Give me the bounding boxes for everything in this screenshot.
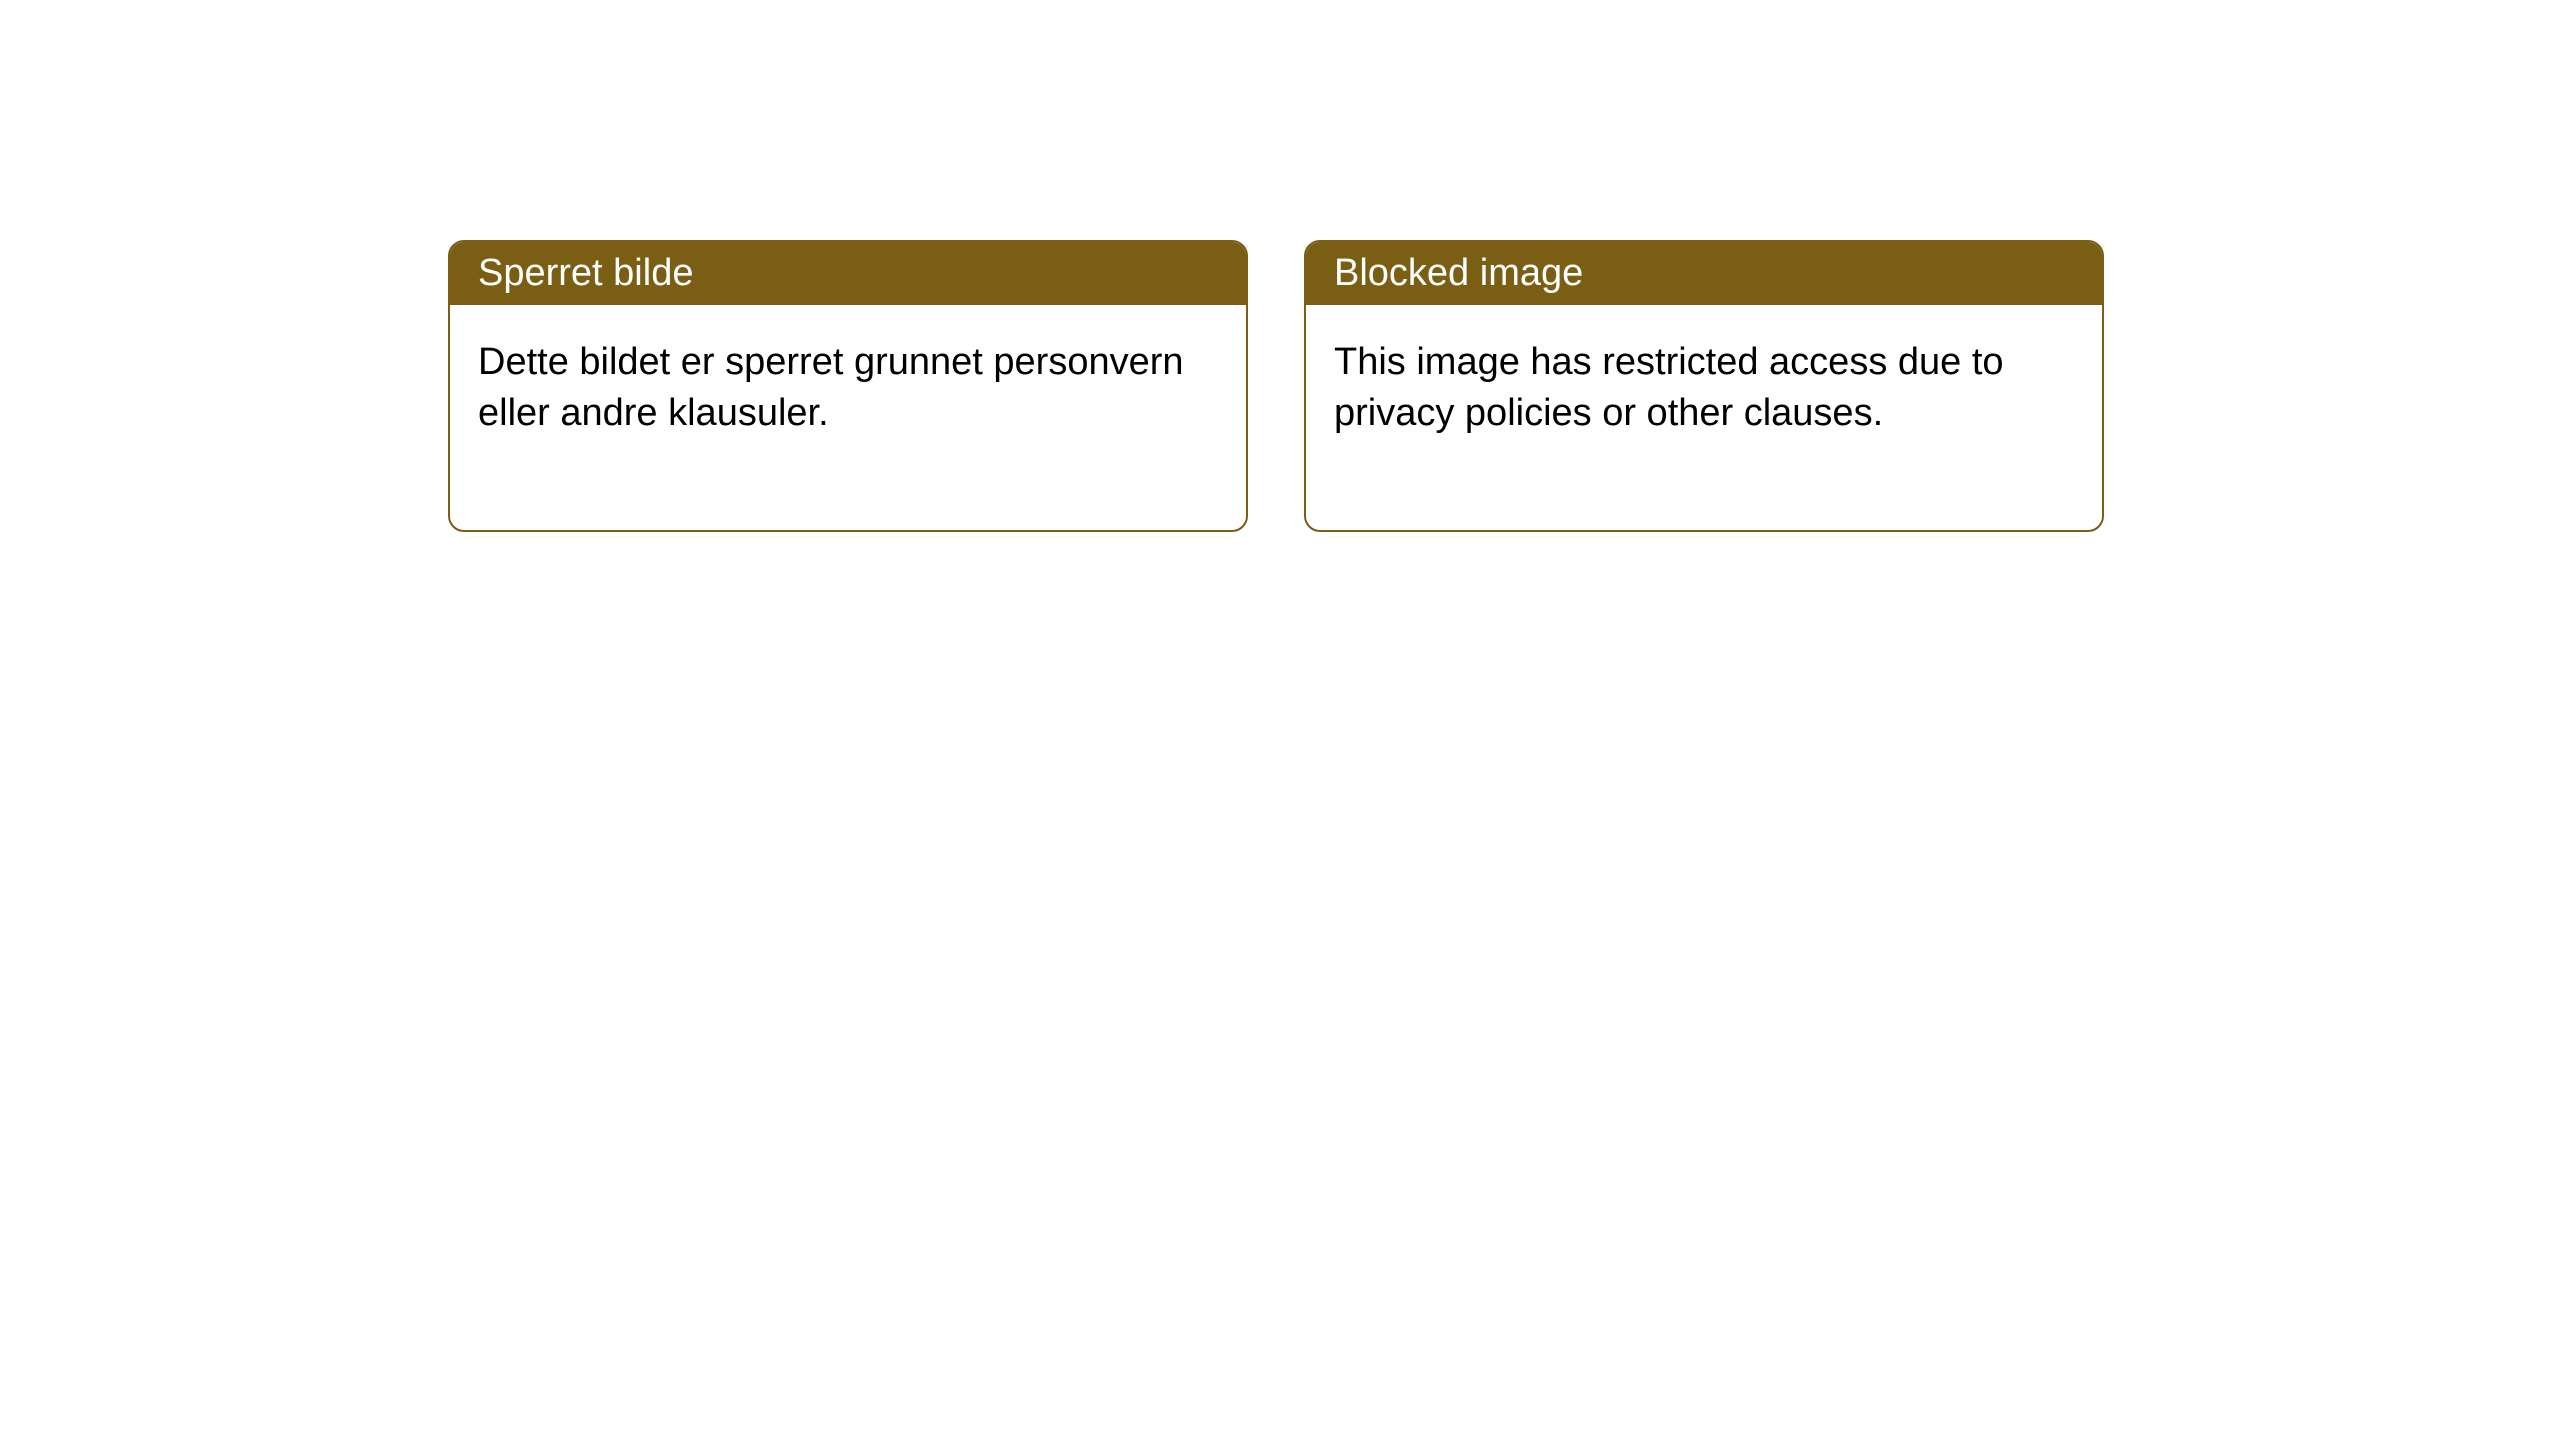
notice-title: Blocked image	[1306, 242, 2102, 305]
notice-container: Sperret bilde Dette bildet er sperret gr…	[0, 0, 2560, 532]
notice-body: This image has restricted access due to …	[1306, 305, 2102, 530]
notice-card-english: Blocked image This image has restricted …	[1304, 240, 2104, 532]
notice-body: Dette bildet er sperret grunnet personve…	[450, 305, 1246, 530]
notice-card-norwegian: Sperret bilde Dette bildet er sperret gr…	[448, 240, 1248, 532]
notice-title: Sperret bilde	[450, 242, 1246, 305]
